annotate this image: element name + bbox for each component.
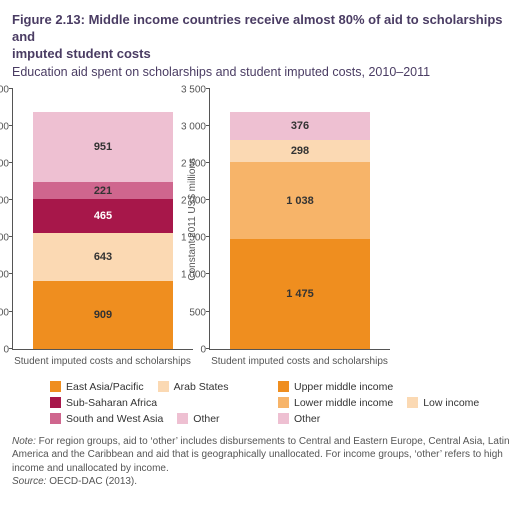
legend-swatch [50, 397, 61, 408]
y-tick-mark [9, 273, 13, 274]
y-tick-mark [206, 311, 210, 312]
y-tick: 500 [0, 307, 9, 318]
legend-item: Lower middle income [278, 397, 393, 409]
legend-right: Upper middle income Lower middle income Lo… [278, 381, 508, 425]
legend-label: Sub-Saharan Africa [66, 397, 157, 409]
y-tick-mark [206, 199, 210, 200]
y-tick-mark [9, 125, 13, 126]
y-tick-mark [206, 162, 210, 163]
source-text: OECD-DAC (2013). [46, 476, 137, 487]
charts-row: Constant 2011 US$ millions 05001 0001 50… [12, 89, 520, 367]
bar-stack: 1 4751 038298376 [230, 112, 370, 349]
y-tick: 3 000 [172, 121, 206, 132]
figure-title-line1: Figure 2.13: Middle income countries rec… [12, 12, 503, 44]
source-label: Source: [12, 476, 46, 487]
bar-segment: 643 [33, 233, 173, 281]
x-axis-label-left: Student imputed costs and scholarships [14, 356, 191, 367]
legend-label: Low income [423, 397, 479, 409]
legend-swatch [278, 413, 289, 424]
legend-item: Low income [407, 397, 479, 409]
y-tick: 2 500 [172, 158, 206, 169]
note-label: Note: [12, 436, 36, 447]
chart-left: Constant 2011 US$ millions 05001 0001 50… [12, 89, 193, 367]
bar-segment: 221 [33, 182, 173, 198]
legend-label: Lower middle income [294, 397, 393, 409]
legend-swatch [407, 397, 418, 408]
legend-swatch [50, 381, 61, 392]
legend-label: Other [294, 413, 320, 425]
bar-segment: 298 [230, 140, 370, 162]
legend-label: Arab States [174, 381, 229, 393]
y-tick-mark [206, 125, 210, 126]
y-tick-mark [9, 162, 13, 163]
y-axis-label-right: Constant 2011 US$ millions [187, 158, 198, 281]
figure-title: Figure 2.13: Middle income countries rec… [12, 12, 520, 63]
legend-item: East Asia/Pacific [50, 381, 144, 393]
bar-segment: 951 [33, 112, 173, 183]
y-tick-mark [9, 199, 13, 200]
legend-label: South and West Asia [66, 413, 163, 425]
legend-item: South and West Asia [50, 413, 163, 425]
y-tick: 1 000 [172, 270, 206, 281]
figure-title-line2: imputed student costs [12, 46, 151, 61]
legend-left: East Asia/Pacific Arab States Sub-Saharan … [50, 381, 270, 425]
legend-label: East Asia/Pacific [66, 381, 144, 393]
y-tick-mark [206, 348, 210, 349]
legend-item: Sub-Saharan Africa [50, 397, 157, 409]
y-tick: 2 000 [0, 196, 9, 207]
y-tick-mark [9, 311, 13, 312]
bar-segment: 376 [230, 112, 370, 140]
legend-swatch [177, 413, 188, 424]
bar-segment: 909 [33, 281, 173, 349]
plot-left: 05001 0001 5002 0002 5003 0003 500909643… [12, 89, 193, 350]
y-tick-mark [9, 88, 13, 89]
chart-right: Constant 2011 US$ millions 05001 0001 50… [209, 89, 390, 367]
legend-swatch [158, 381, 169, 392]
y-tick: 3 000 [0, 121, 9, 132]
y-tick: 500 [172, 307, 206, 318]
legend-item: Upper middle income [278, 381, 393, 393]
y-tick: 0 [0, 344, 9, 355]
plot-right: 05001 0001 5002 0002 5003 0003 5001 4751… [209, 89, 390, 350]
legend-swatch [278, 381, 289, 392]
y-tick-mark [9, 236, 13, 237]
legend-item: Other [278, 413, 320, 425]
legend-label: Other [193, 413, 219, 425]
note-text: For region groups, aid to ‘other’ includ… [12, 436, 510, 474]
y-tick: 1 500 [0, 233, 9, 244]
bar-segment: 465 [33, 199, 173, 234]
x-axis-label-right: Student imputed costs and scholarships [211, 356, 388, 367]
y-tick: 1 500 [172, 233, 206, 244]
y-tick: 3 500 [172, 84, 206, 95]
bar-segment: 1 475 [230, 239, 370, 349]
y-tick: 2 500 [0, 158, 9, 169]
y-tick: 2 000 [172, 196, 206, 207]
legend-swatch [50, 413, 61, 424]
y-tick-mark [9, 348, 13, 349]
y-tick: 3 500 [0, 84, 9, 95]
y-tick-mark [206, 236, 210, 237]
y-tick-mark [206, 273, 210, 274]
y-tick: 0 [172, 344, 206, 355]
legend-item: Arab States [158, 381, 229, 393]
y-tick-mark [206, 88, 210, 89]
y-axis-label-left: Constant 2011 US$ millions [0, 158, 1, 281]
figure-note: Note: For region groups, aid to ‘other’ … [12, 435, 520, 489]
y-tick: 1 000 [0, 270, 9, 281]
bar-stack: 909643465221951 [33, 112, 173, 349]
legend-label: Upper middle income [294, 381, 393, 393]
legend-item: Other [177, 413, 219, 425]
legend-swatch [278, 397, 289, 408]
bar-segment: 1 038 [230, 162, 370, 239]
figure-subtitle: Education aid spent on scholarships and … [12, 65, 520, 79]
